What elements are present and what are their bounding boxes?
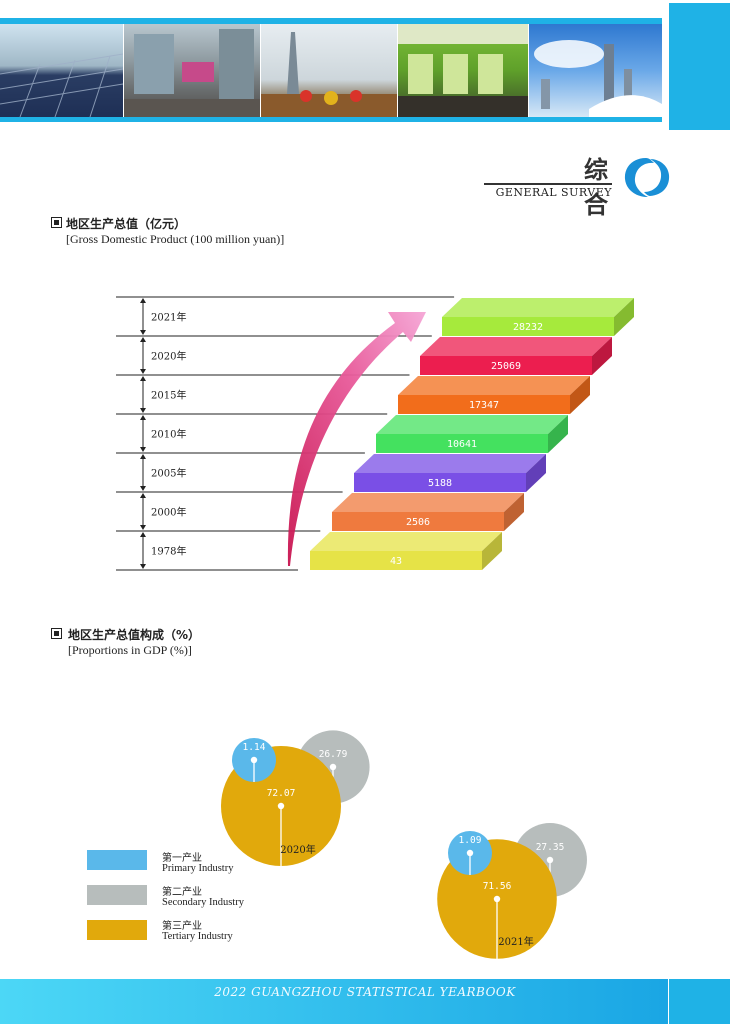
gdp-title-en: [Gross Domestic Product (100 million yua…	[66, 232, 285, 246]
subway-station-photo	[398, 24, 528, 117]
gdp-bar: 5188	[354, 454, 546, 492]
gdp-composition-chart: 26.79 72.07 1.14 2020年 27.35 71.56 1.09 2021年	[221, 730, 587, 959]
composition-value-label: 71.56	[483, 881, 512, 892]
legend-swatch-tertiary	[87, 920, 147, 940]
year-label: 2021年	[151, 311, 186, 324]
legend-label-secondary-en: Secondary Industry	[162, 897, 244, 908]
gdp-title-cn: 地区生产总值（亿元）	[66, 217, 187, 231]
skyline-photo	[529, 24, 662, 117]
plaza-photo	[124, 24, 260, 117]
composition-title-en: [Proportions in GDP (%)]	[68, 643, 192, 657]
statistics-logo-icon	[624, 158, 670, 197]
section-title-rule	[484, 183, 612, 185]
year-span-arrow-icon	[140, 415, 146, 452]
legend-label-tertiary-cn: 第三产业	[162, 921, 202, 932]
composition-bubble: 1.14	[232, 738, 276, 782]
gdp-value-label: 25069	[491, 361, 521, 372]
legend-label-secondary-cn: 第二产业	[162, 887, 202, 898]
composition-value-label: 1.14	[243, 742, 266, 753]
composition-year-label: 2020年	[280, 843, 315, 856]
gdp-value-label: 2506	[406, 517, 430, 528]
legend-label-primary-cn: 第一产业	[162, 853, 202, 864]
square-bullet-icon	[51, 628, 62, 639]
corner-accent-block	[669, 3, 730, 130]
year-label: 1978年	[151, 545, 186, 558]
composition-value-label: 26.79	[319, 749, 348, 760]
gdp-bar: 10641	[376, 415, 568, 453]
legend-label-primary-en: Primary Industry	[162, 863, 234, 874]
composition-title-cn: 地区生产总值构成（%）	[68, 628, 201, 642]
section-title-en: GENERAL SURVEY	[495, 186, 612, 199]
year-span-arrow-icon	[140, 376, 146, 413]
composition-value-label: 72.07	[267, 788, 296, 799]
year-span-arrow-icon	[140, 532, 146, 569]
footer-text: 2022 GUANGZHOU STATISTICAL YEARBOOK	[214, 985, 516, 999]
year-label: 2005年	[151, 467, 186, 480]
year-span-arrow-icon	[140, 454, 146, 491]
section-title-cn: 综 合	[584, 156, 614, 219]
top-banner-stripe	[0, 18, 662, 24]
composition-value-label: 27.35	[536, 842, 565, 853]
year-label: 2000年	[151, 506, 186, 519]
top-banner-stripe-bottom	[0, 117, 662, 122]
year-label: 2015年	[151, 389, 186, 402]
year-span-arrow-icon	[140, 337, 146, 374]
year-label: 2020年	[151, 350, 186, 363]
gdp-bar: 43	[310, 532, 502, 570]
legend-swatch-secondary	[87, 885, 147, 905]
gdp-bar: 2506	[332, 493, 524, 531]
year-span-arrow-icon	[140, 298, 146, 335]
square-bullet-icon	[51, 217, 62, 228]
year-label: 2010年	[151, 428, 186, 441]
composition-value-label: 1.09	[459, 835, 482, 846]
composition-bubble: 1.09	[448, 831, 492, 875]
gdp-value-label: 17347	[469, 400, 499, 411]
solar-panels-photo	[0, 24, 123, 117]
composition-year-label: 2021年	[498, 935, 533, 948]
gdp-staircase-chart: 1978年 2000年 2005年 2010年 2015年 2020年 2021年 43 25…	[116, 296, 634, 571]
gdp-value-label: 10641	[447, 439, 477, 450]
gdp-bar: 28232	[442, 298, 634, 336]
year-span-arrow-icon	[140, 493, 146, 530]
footer-corner-block	[669, 979, 730, 1024]
gdp-bar: 25069	[420, 337, 612, 375]
canton-tower-photo	[261, 24, 397, 117]
legend-swatch-primary	[87, 850, 147, 870]
gdp-value-label: 43	[390, 556, 402, 567]
gdp-value-label: 5188	[428, 478, 452, 489]
gdp-value-label: 28232	[513, 322, 543, 333]
legend-label-tertiary-en: Tertiary Industry	[162, 931, 233, 942]
gdp-bar: 17347	[398, 376, 590, 414]
footer-band	[0, 979, 668, 1024]
growth-arrow-icon	[287, 312, 426, 566]
